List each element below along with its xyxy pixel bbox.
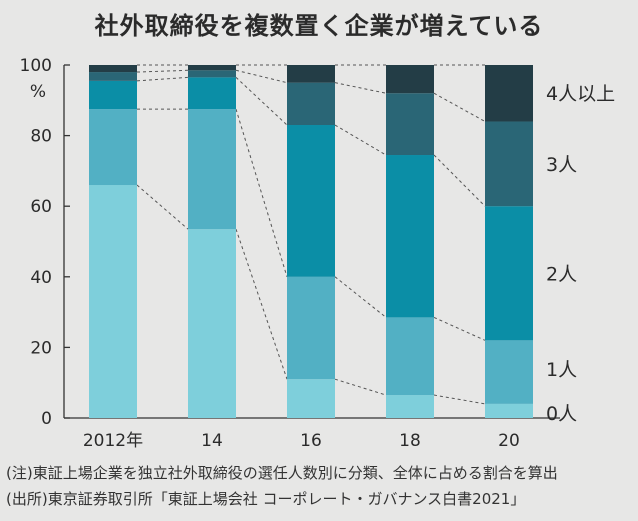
x-tick-label: 14 — [201, 431, 223, 451]
connector-line — [433, 154, 486, 207]
bar-segment — [89, 72, 137, 81]
connector-line — [235, 228, 288, 380]
bar-segment — [386, 155, 434, 318]
bar-segment — [287, 82, 335, 126]
y-tick-label: 0 — [41, 409, 52, 429]
y-unit-label: % — [30, 82, 46, 102]
series-label: 3人 — [546, 154, 577, 176]
bar-segment — [485, 65, 533, 122]
bar-segment — [485, 121, 533, 207]
connector-line — [433, 316, 486, 341]
x-tick-label: 18 — [399, 431, 421, 451]
y-tick-label: 80 — [30, 127, 52, 147]
connector-line — [334, 82, 387, 94]
bar-segment — [485, 340, 533, 404]
connector-line — [334, 276, 387, 318]
connector-line — [433, 92, 486, 122]
chart-title: 社外取締役を複数置く企業が増えている — [94, 12, 544, 40]
series-label: 4人以上 — [546, 83, 615, 105]
bar-segment — [188, 109, 236, 230]
connector-line — [136, 69, 189, 73]
bar-segment — [89, 65, 137, 73]
y-tick-label: 20 — [30, 338, 52, 358]
bar-segment — [287, 276, 335, 380]
connector-line — [235, 108, 288, 277]
bar-segment — [287, 379, 335, 418]
connector-line — [136, 76, 189, 82]
x-tick-label: 16 — [300, 431, 322, 451]
bar-segment — [89, 109, 137, 186]
bar-segment — [485, 206, 533, 341]
y-tick-label: 100 — [20, 56, 52, 76]
bar-segment — [386, 395, 434, 418]
chart-note: (注)東証上場企業を独立社外取締役の選任人数別に分類、全体に占める割合を算出 — [6, 464, 558, 482]
connector-line — [235, 76, 288, 126]
connector-line — [334, 124, 387, 156]
connector-line — [334, 378, 387, 396]
connector-line — [433, 394, 486, 405]
series-label: 2人 — [546, 263, 577, 285]
bar-segment — [188, 229, 236, 418]
chart-source: (出所)東京証券取引所「東証上場会社 コーポレート・ガバナンス白書2021」 — [6, 490, 526, 508]
y-tick-label: 40 — [30, 268, 52, 288]
series-label: 0人 — [546, 403, 577, 425]
y-tick-label: 60 — [30, 197, 52, 217]
series-label: 1人 — [546, 359, 577, 381]
bar-segment — [188, 70, 236, 78]
connector-line — [136, 184, 189, 230]
bar-segment — [89, 185, 137, 418]
x-tick-label: 20 — [498, 431, 520, 451]
bar-segment — [89, 80, 137, 110]
bar-segment — [485, 403, 533, 418]
bar-segment — [386, 65, 434, 94]
bar-segment — [287, 125, 335, 277]
bar-segment — [386, 317, 434, 396]
bar-segment — [188, 77, 236, 110]
x-tick-label: 2012年 — [83, 431, 143, 451]
bar-segment — [287, 65, 335, 83]
bar-segment — [386, 93, 434, 156]
connector-line — [235, 69, 288, 84]
bar-segment — [188, 65, 236, 71]
